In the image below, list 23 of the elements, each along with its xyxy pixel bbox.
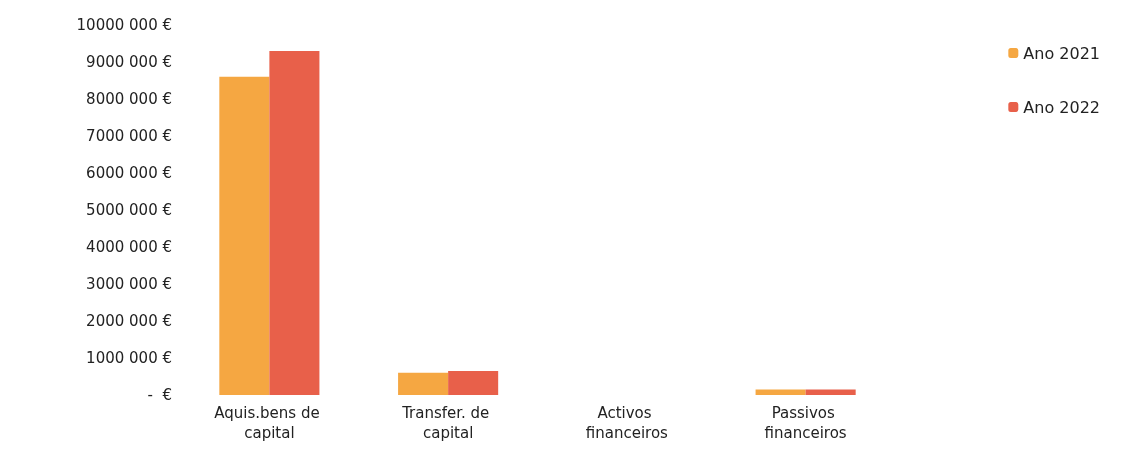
legend-label: Ano 2021 xyxy=(1023,43,1101,63)
bar xyxy=(398,372,449,395)
x-tick-label: Passivos financeiros xyxy=(764,404,847,442)
y-tick-label: 3000 000 € xyxy=(86,275,172,293)
x-tick-label: Aquis.bens de capital xyxy=(214,404,325,442)
y-tick-label: 4000 000 € xyxy=(86,238,172,256)
bar xyxy=(755,389,806,395)
y-tick-label: 1000 000 € xyxy=(86,349,172,367)
x-tick-label: Activos financeiros xyxy=(585,404,669,442)
y-tick-label: 7000 000 € xyxy=(86,127,172,145)
y-tick-label: - € xyxy=(147,386,172,404)
legend-label: Ano 2022 xyxy=(1023,97,1101,117)
y-tick-label: 2000 000 € xyxy=(86,312,172,330)
x-tick-label: Transfer. de capital xyxy=(401,404,495,442)
bar xyxy=(805,389,856,395)
y-tick-label: 10000 000 € xyxy=(76,16,172,34)
bar xyxy=(448,370,499,395)
y-tick-label: 9000 000 € xyxy=(86,53,172,71)
bar xyxy=(219,76,270,395)
y-tick-label: 5000 000 € xyxy=(86,201,172,219)
y-tick-label: 8000 000 € xyxy=(86,90,172,108)
bar xyxy=(269,50,320,395)
y-tick-label: 6000 000 € xyxy=(86,164,172,182)
